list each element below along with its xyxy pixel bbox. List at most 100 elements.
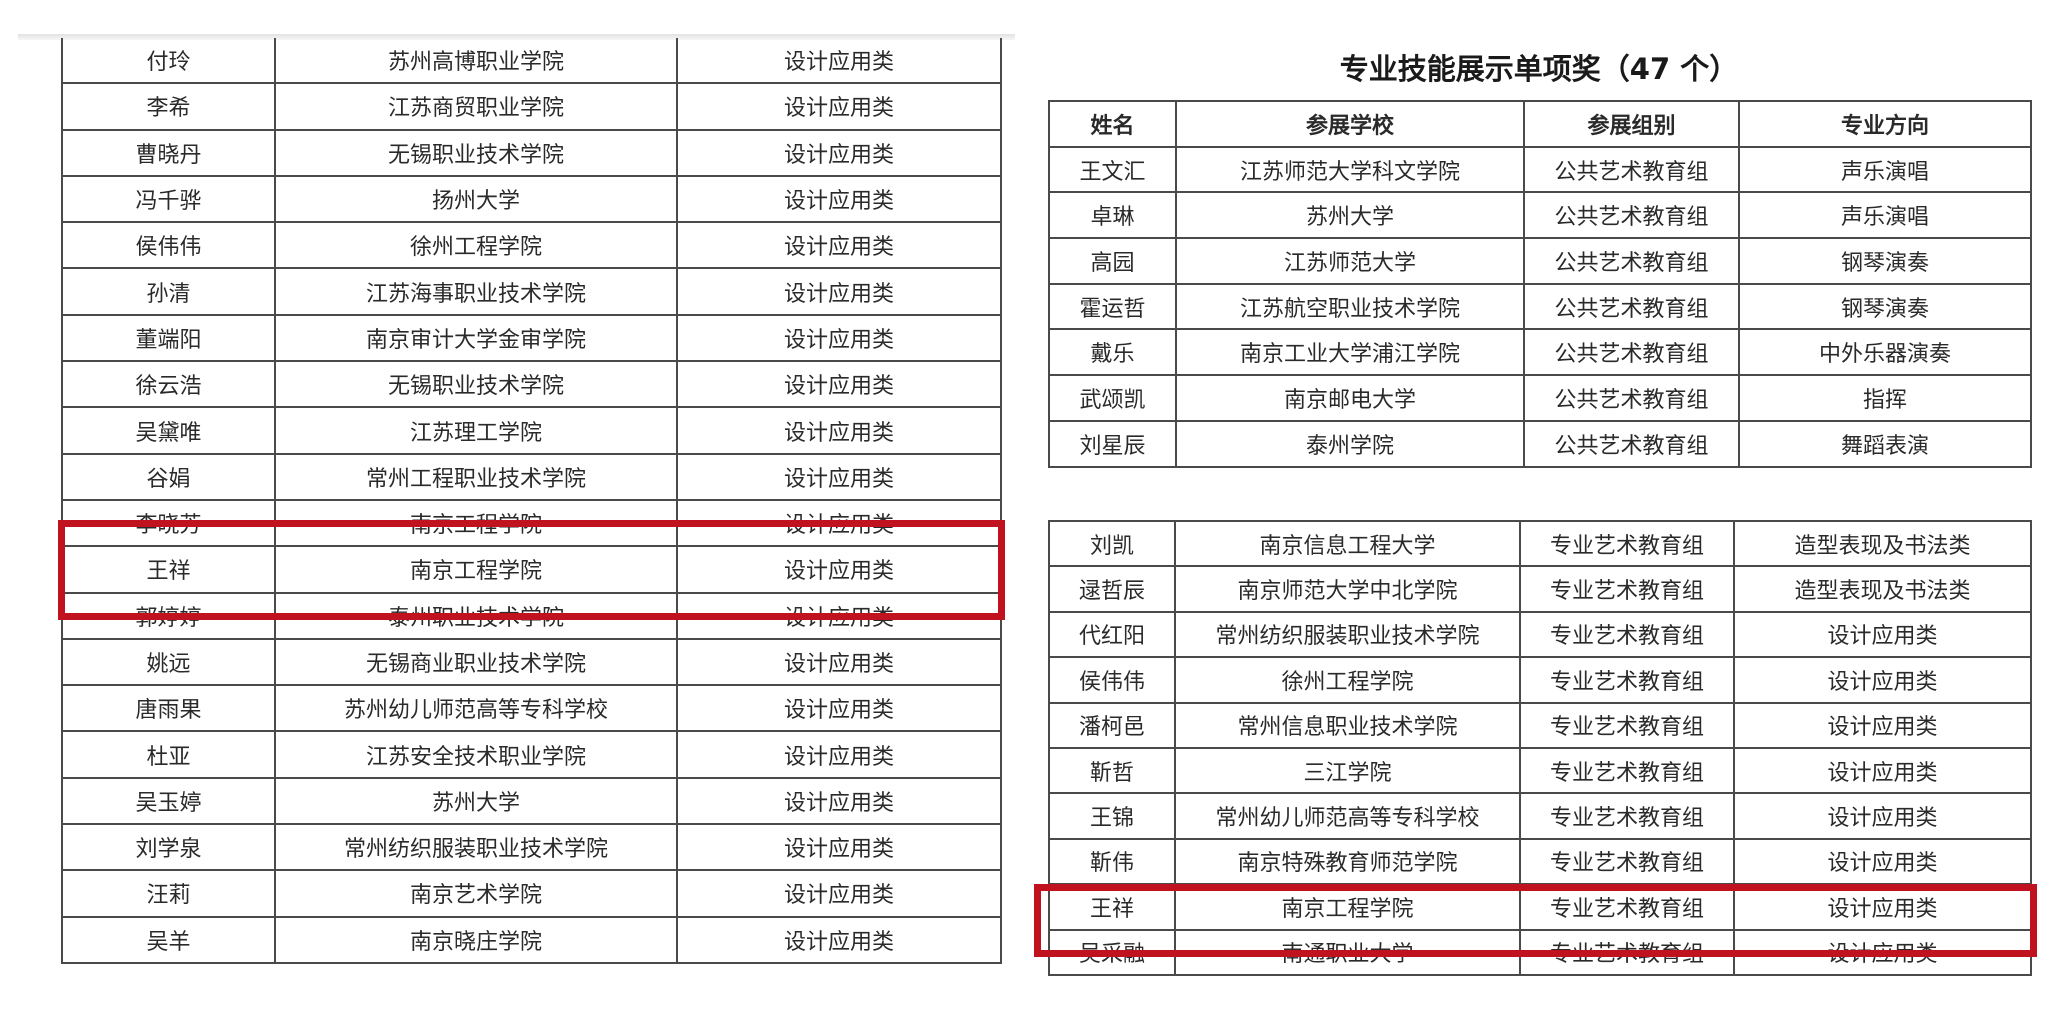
cell-major: 设计应用类 (676, 313, 1002, 363)
table-row: 冯千骅 扬州大学 设计应用类 (61, 174, 1002, 224)
left-award-table: 付玲 苏州高博职业学院 设计应用类 李希 江苏商贸职业学院 设计应用类 曹晓丹 无锡职业技术学… (61, 38, 1002, 964)
cell-school: 苏州幼儿师范高等专科学校 (274, 684, 678, 733)
cell-school: 徐州工程学院 (274, 221, 678, 270)
cell-group: 专业艺术教育组 (1519, 928, 1735, 976)
table-row: 刘凯 南京信息工程大学 专业艺术教育组 造型表现及书法类 (1048, 519, 2032, 568)
cell-major: 舞蹈表演 (1738, 419, 2032, 468)
cell-school: 南京艺术学院 (274, 869, 678, 918)
table-row: 孙清 江苏海事职业技术学院 设计应用类 (61, 267, 1002, 316)
table-row: 武颂凯 南京邮电大学 公共艺术教育组 指挥 (1048, 374, 2032, 422)
cell-school: 江苏师范大学科文学院 (1175, 145, 1525, 194)
cell-school: 泰州学院 (1175, 419, 1525, 468)
cell-major: 设计应用类 (676, 82, 1002, 131)
cell-name: 吴羊 (61, 915, 276, 964)
cell-name: 唐雨果 (61, 684, 276, 733)
header-row: 姓名 参展学校 参展组别 专业方向 (1048, 100, 2032, 148)
cell-school: 常州纺织服装职业技术学院 (1174, 610, 1521, 659)
cell-school: 泰州职业技术学院 (274, 591, 678, 640)
cell-school: 南京审计大学金审学院 (274, 313, 678, 363)
cell-major: 设计应用类 (676, 776, 1002, 826)
cell-major: 钢琴演奏 (1738, 237, 2032, 285)
cell-major: 设计应用类 (676, 267, 1002, 316)
cell-name: 刘凯 (1048, 519, 1176, 568)
cell-school: 扬州大学 (274, 174, 678, 224)
cell-name: 侯伟伟 (1048, 656, 1176, 704)
cell-name: 戴乐 (1048, 328, 1177, 377)
table-row: 霍运哲 江苏航空职业技术学院 公共艺术教育组 钢琴演奏 (1048, 282, 2032, 331)
cell-group: 公共艺术教育组 (1523, 191, 1740, 240)
cell-name: 靳伟 (1048, 837, 1176, 886)
header-school: 参展学校 (1175, 100, 1525, 148)
cell-school: 苏州高博职业学院 (274, 38, 678, 85)
cell-school: 南京工程学院 (274, 498, 678, 548)
table-row: 高园 江苏师范大学 公共艺术教育组 钢琴演奏 (1048, 237, 2032, 285)
cell-name: 王锦 (1048, 792, 1176, 840)
cell-major: 设计应用类 (1733, 928, 2032, 976)
cell-group: 专业艺术教育组 (1519, 565, 1735, 613)
cell-school: 三江学院 (1174, 746, 1521, 795)
cell-name: 谷娟 (61, 452, 276, 501)
cell-school: 江苏安全技术职业学院 (274, 730, 678, 779)
cell-major: 设计应用类 (676, 545, 1002, 594)
cell-major: 设计应用类 (1733, 701, 2032, 749)
table-row: 吴黛唯 江苏理工学院 设计应用类 (61, 406, 1002, 455)
cell-school: 苏州大学 (1175, 191, 1525, 240)
cell-group: 公共艺术教育组 (1523, 282, 1740, 331)
cell-major: 造型表现及书法类 (1733, 519, 2032, 568)
cell-name: 潘柯邑 (1048, 701, 1176, 749)
table-row: 姚远 无锡商业职业技术学院 设计应用类 (61, 637, 1002, 687)
cell-school: 徐州工程学院 (1174, 656, 1521, 704)
header-name: 姓名 (1048, 100, 1177, 148)
header-major: 专业方向 (1738, 100, 2032, 148)
cell-school: 常州纺织服装职业技术学院 (274, 823, 678, 872)
cell-school: 无锡商业职业技术学院 (274, 637, 678, 687)
cell-school: 江苏理工学院 (274, 406, 678, 455)
cell-major: 声乐演唱 (1738, 145, 2032, 194)
cell-major: 设计应用类 (1733, 792, 2032, 840)
cell-school: 常州信息职业技术学院 (1174, 701, 1521, 749)
cell-name: 杜亚 (61, 730, 276, 779)
cell-school: 南京信息工程大学 (1174, 519, 1521, 568)
cell-name: 吴采融 (1048, 928, 1176, 976)
cell-name: 吴黛唯 (61, 406, 276, 455)
cell-major: 设计应用类 (676, 174, 1002, 224)
table-row: 戴乐 南京工业大学浦江学院 公共艺术教育组 中外乐器演奏 (1048, 328, 2032, 377)
table-row: 代红阳 常州纺织服装职业技术学院 专业艺术教育组 设计应用类 (1048, 610, 2032, 659)
cell-name: 代红阳 (1048, 610, 1176, 659)
cell-name: 武颂凯 (1048, 374, 1177, 422)
cell-school: 南京特殊教育师范学院 (1174, 837, 1521, 886)
cell-major: 设计应用类 (676, 406, 1002, 455)
cell-school: 无锡职业技术学院 (274, 360, 678, 409)
cell-major: 设计应用类 (1733, 656, 2032, 704)
table-row: 刘星辰 泰州学院 公共艺术教育组 舞蹈表演 (1048, 419, 2032, 468)
table-row: 曹晓丹 无锡职业技术学院 设计应用类 (61, 128, 1002, 177)
table-row: 杜亚 江苏安全技术职业学院 设计应用类 (61, 730, 1002, 779)
cell-major: 设计应用类 (676, 360, 1002, 409)
cell-group: 公共艺术教育组 (1523, 419, 1740, 468)
cell-name: 侯伟伟 (61, 221, 276, 270)
table-row: 吴采融 南通职业大学 专业艺术教育组 设计应用类 (1048, 928, 2032, 976)
table-row: 徐云浩 无锡职业技术学院 设计应用类 (61, 360, 1002, 409)
table-row: 付玲 苏州高博职业学院 设计应用类 (61, 38, 1002, 85)
cell-major: 中外乐器演奏 (1738, 328, 2032, 377)
cell-major: 设计应用类 (676, 637, 1002, 687)
cell-name: 靳哲 (1048, 746, 1176, 795)
cell-major: 设计应用类 (676, 38, 1002, 85)
cell-major: 设计应用类 (676, 915, 1002, 964)
cell-group: 专业艺术教育组 (1519, 837, 1735, 886)
cell-name: 孙清 (61, 267, 276, 316)
cell-name: 王祥 (1048, 883, 1176, 931)
table-row: 王祥 南京工程学院 设计应用类 (61, 545, 1002, 594)
cell-school: 江苏航空职业技术学院 (1175, 282, 1525, 331)
table-row: 靳哲 三江学院 专业艺术教育组 设计应用类 (1048, 746, 2032, 795)
table-row: 唐雨果 苏州幼儿师范高等专科学校 设计应用类 (61, 684, 1002, 733)
page-top-edge (18, 34, 1015, 40)
cell-name: 吴玉婷 (61, 776, 276, 826)
page-title: 专业技能展示单项奖（47 个） (1339, 52, 1739, 86)
cell-school: 江苏师范大学 (1175, 237, 1525, 285)
table-row: 李希 江苏商贸职业学院 设计应用类 (61, 82, 1002, 131)
cell-group: 专业艺术教育组 (1519, 883, 1735, 931)
table-row: 汪莉 南京艺术学院 设计应用类 (61, 869, 1002, 918)
cell-school: 苏州大学 (274, 776, 678, 826)
cell-school: 南通职业大学 (1174, 928, 1521, 976)
